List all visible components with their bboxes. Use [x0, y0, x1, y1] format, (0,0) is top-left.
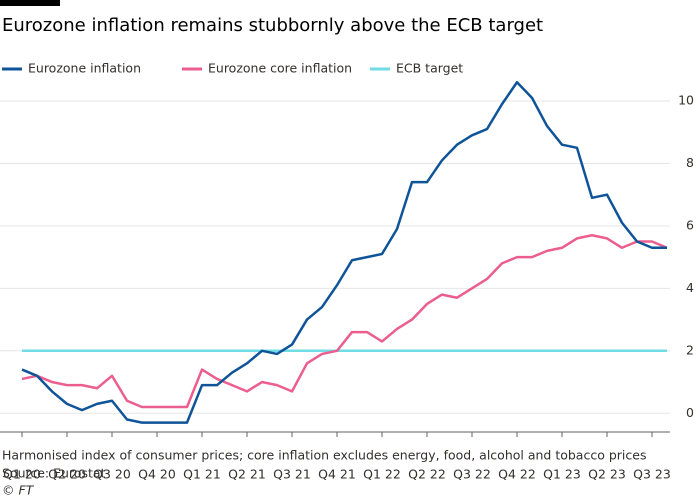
- x-tick-label: Q3 21: [273, 467, 311, 482]
- x-tick-label: Q1 22: [363, 467, 401, 482]
- y-tick-label: 2: [686, 342, 694, 357]
- legend-label: ECB target: [396, 61, 463, 76]
- x-tick-label: Q2 20: [48, 467, 86, 482]
- x-tick-label: Q2 23: [588, 467, 626, 482]
- x-tick-label: Q3 22: [453, 467, 491, 482]
- x-tick-label: Q1 20: [3, 467, 41, 482]
- x-tick-label: Q4 21: [318, 467, 356, 482]
- credit: © FT: [2, 483, 35, 498]
- y-tick-label: 0: [686, 405, 694, 420]
- x-tick-label: Q1 23: [543, 467, 581, 482]
- x-tick-label: Q3 23: [633, 467, 671, 482]
- legend-label: Eurozone inflation: [28, 61, 141, 76]
- x-tick-label: Q2 21: [228, 467, 266, 482]
- brand-bar: [0, 0, 60, 6]
- y-tick-label: 4: [686, 280, 694, 295]
- y-tick-label: 10: [678, 92, 694, 107]
- chart-title: Eurozone inflation remains stubbornly ab…: [2, 15, 543, 36]
- series-line: [21, 234, 668, 409]
- x-tick-label: Q1 21: [183, 467, 221, 482]
- x-tick-label: Q2 22: [408, 467, 446, 482]
- y-tick-label: 6: [686, 217, 694, 232]
- legend-label: Eurozone core inflation: [208, 61, 352, 76]
- x-tick-label: Q3 20: [93, 467, 131, 482]
- source: Source: Eurostat: [2, 466, 106, 481]
- series-line: [21, 80, 667, 424]
- note: Harmonised index of consumer prices; cor…: [2, 448, 646, 463]
- x-tick-label: Q4 20: [138, 467, 176, 482]
- y-tick-label: 8: [686, 155, 694, 170]
- x-tick-label: Q4 22: [498, 467, 536, 482]
